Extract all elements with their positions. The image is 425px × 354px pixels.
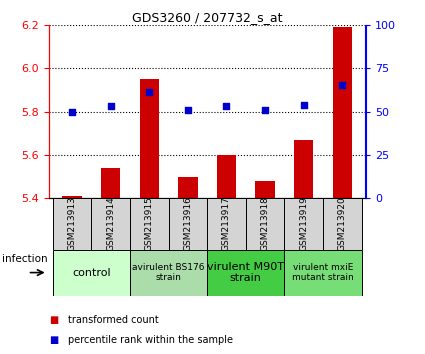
Bar xyxy=(207,250,284,296)
Point xyxy=(223,103,230,109)
Point xyxy=(69,109,76,114)
Bar xyxy=(53,250,130,296)
Text: percentile rank within the sample: percentile rank within the sample xyxy=(68,335,233,345)
Text: GSM213917: GSM213917 xyxy=(222,196,231,251)
Text: virulent mxiE
mutant strain: virulent mxiE mutant strain xyxy=(292,263,354,282)
Text: GSM213918: GSM213918 xyxy=(261,196,269,251)
Point xyxy=(262,107,269,113)
Bar xyxy=(62,196,82,198)
Bar xyxy=(246,198,284,250)
Text: control: control xyxy=(72,268,110,278)
Text: transformed count: transformed count xyxy=(68,315,159,325)
Text: ■: ■ xyxy=(49,335,58,345)
Bar xyxy=(169,198,207,250)
Text: GSM213913: GSM213913 xyxy=(68,196,76,251)
Text: GSM213915: GSM213915 xyxy=(145,196,154,251)
Point xyxy=(107,103,114,109)
Text: GSM213916: GSM213916 xyxy=(183,196,193,251)
Text: GSM213919: GSM213919 xyxy=(299,196,308,251)
Bar xyxy=(207,198,246,250)
Bar xyxy=(284,198,323,250)
Bar xyxy=(255,181,275,198)
Point xyxy=(300,102,307,107)
Bar xyxy=(130,250,207,296)
Point xyxy=(184,107,191,113)
Bar xyxy=(53,198,91,250)
Bar xyxy=(333,27,352,198)
Bar xyxy=(178,177,198,198)
Text: infection: infection xyxy=(2,254,48,264)
Bar xyxy=(140,79,159,198)
Text: avirulent BS176
strain: avirulent BS176 strain xyxy=(132,263,205,282)
Title: GDS3260 / 207732_s_at: GDS3260 / 207732_s_at xyxy=(132,11,283,24)
Bar xyxy=(130,198,169,250)
Bar xyxy=(323,198,362,250)
Bar xyxy=(91,198,130,250)
Bar xyxy=(217,155,236,198)
Text: virulent M90T
strain: virulent M90T strain xyxy=(207,262,284,284)
Bar xyxy=(284,250,362,296)
Point xyxy=(339,82,346,88)
Bar xyxy=(294,140,313,198)
Text: ■: ■ xyxy=(49,315,58,325)
Text: GSM213920: GSM213920 xyxy=(338,196,347,251)
Bar xyxy=(101,168,120,198)
Text: GSM213914: GSM213914 xyxy=(106,196,115,251)
Point xyxy=(146,90,153,95)
